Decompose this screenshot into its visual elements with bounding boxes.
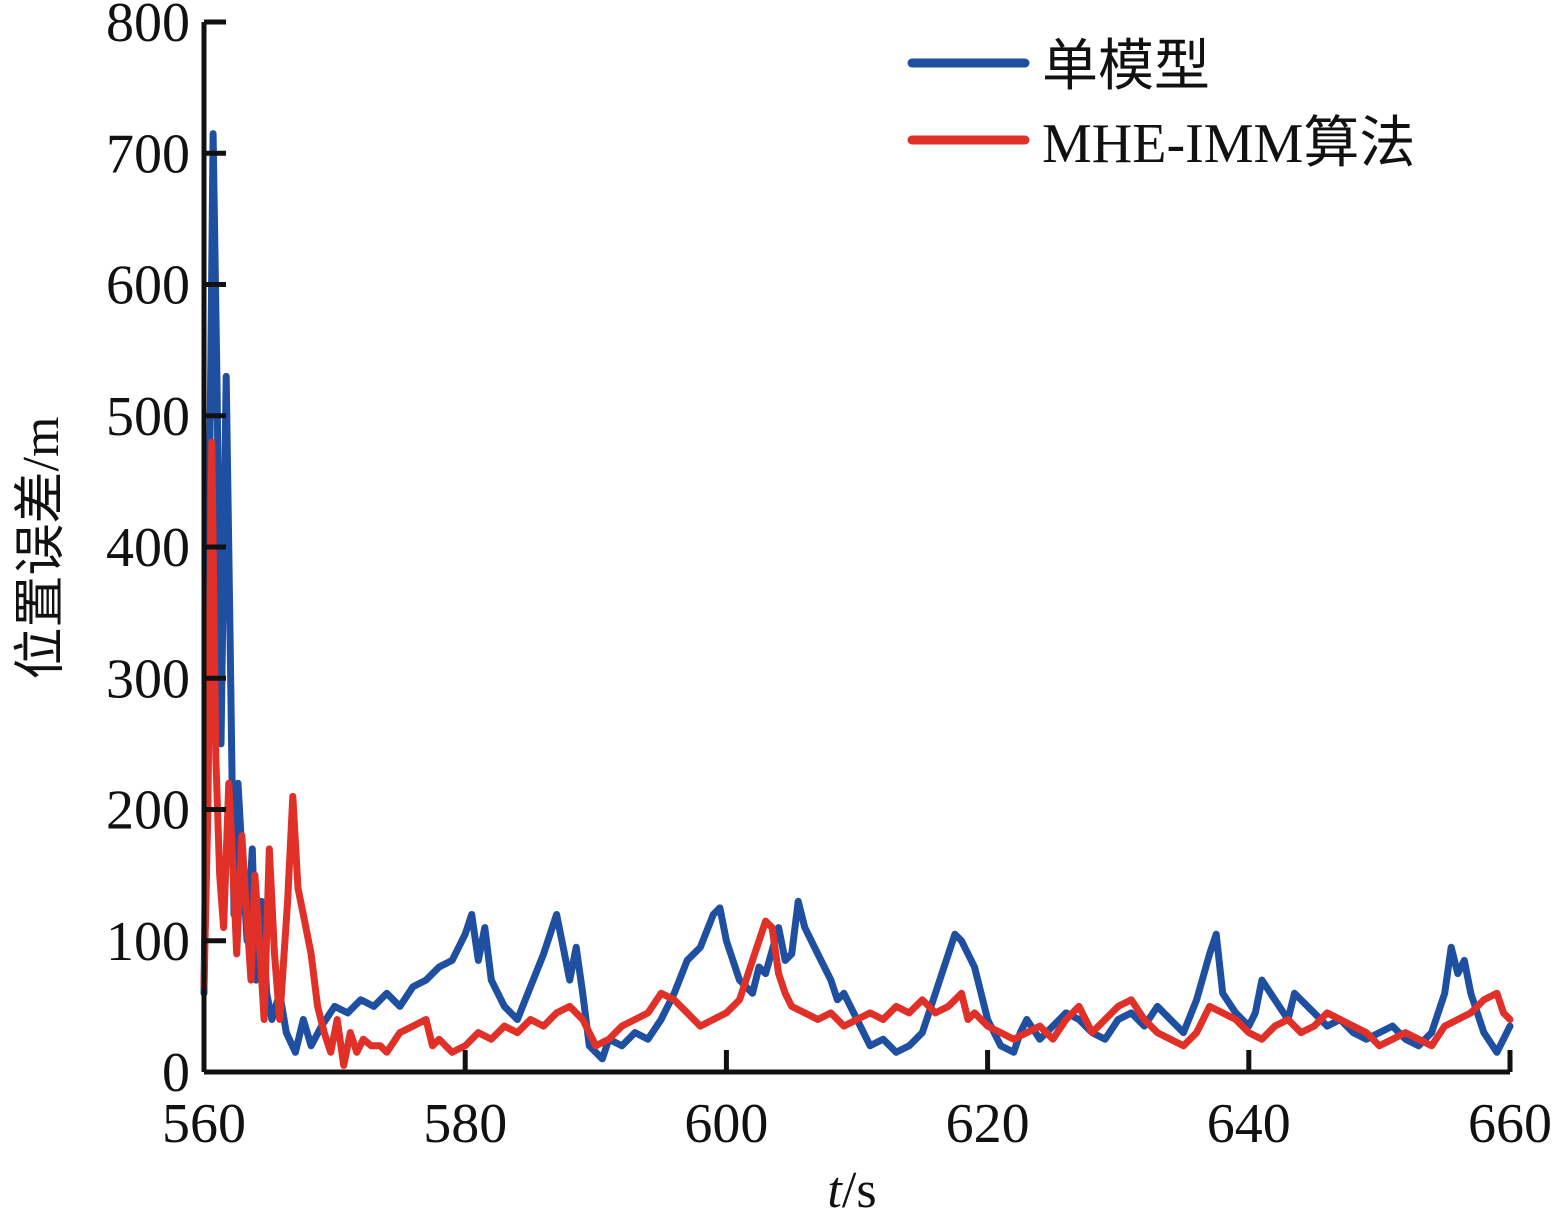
axes bbox=[201, 22, 1510, 1075]
y-axis-title: 位置误差/m bbox=[13, 417, 70, 680]
x-tick-label: 560 bbox=[162, 1093, 246, 1155]
y-tick-label: 200 bbox=[106, 780, 190, 842]
y-tick-label: 300 bbox=[106, 648, 190, 710]
x-tick-label: 640 bbox=[1207, 1093, 1291, 1155]
y-tick-label: 100 bbox=[106, 911, 190, 973]
x-tick-label: 600 bbox=[684, 1093, 768, 1155]
series-line-single-model bbox=[200, 130, 1514, 1063]
x-ticks: 560 580 600 620 640 660 bbox=[162, 1050, 1552, 1155]
y-tick-label: 400 bbox=[106, 517, 190, 579]
x-tick-label: 660 bbox=[1468, 1093, 1552, 1155]
y-tick-label: 500 bbox=[106, 386, 190, 448]
legend: 单模型 MHE-IMM算法 bbox=[907, 36, 1415, 175]
y-tick-label: 0 bbox=[162, 1042, 190, 1104]
y-tick-label: 600 bbox=[106, 255, 190, 317]
y-tick-label: 700 bbox=[106, 123, 190, 185]
x-axis-title-unit: /s bbox=[842, 1162, 877, 1215]
plot-series bbox=[200, 130, 1514, 1069]
legend-label-mhe-imm: MHE-IMM算法 bbox=[1042, 113, 1415, 175]
y-ticks: 0 100 200 300 400 500 600 700 800 bbox=[106, 0, 226, 1104]
series-line-mhe-imm bbox=[200, 438, 1514, 1069]
y-tick-label: 800 bbox=[106, 0, 190, 54]
legend-label-single-model: 单模型 bbox=[1042, 36, 1210, 98]
x-tick-label: 620 bbox=[946, 1093, 1030, 1155]
x-axis-title-var: t bbox=[827, 1162, 843, 1215]
x-axis-title: t/s bbox=[827, 1162, 876, 1215]
x-tick-label: 580 bbox=[423, 1093, 507, 1155]
